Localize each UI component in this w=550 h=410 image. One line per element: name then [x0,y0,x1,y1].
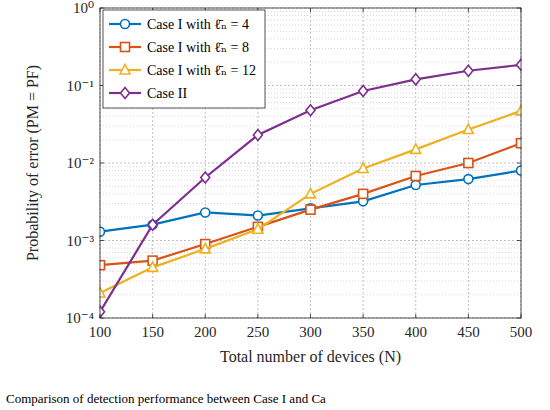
point [463,124,473,134]
x-tick [521,8,522,12]
x-tick [100,8,101,12]
minor-grid [100,271,521,272]
y-grid [100,163,521,164]
y-tick-label: 10⁻¹ [67,78,94,94]
x-tick-label: 150 [141,324,164,340]
y-tick [100,8,104,9]
legend-marker [121,88,130,99]
y-tick-label: 10⁻⁴ [66,310,94,326]
point [306,205,315,214]
y-tick [517,85,521,86]
x-tick [310,314,311,318]
point [411,171,420,180]
legend-label: Case I with ℓ̄ₙ = 12 [147,63,256,78]
x-tick [468,314,469,318]
x-tick-label: 350 [352,324,375,340]
grid [100,8,521,318]
x-tick-label: 500 [510,324,533,340]
point [464,175,473,184]
minor-grid [100,294,521,295]
plot-area [100,8,521,318]
x-tick [363,314,364,318]
point [253,224,263,234]
x-axis-label: Total number of devices (N) [220,348,401,366]
point [411,181,420,190]
point [201,208,210,217]
point [200,243,210,253]
point [306,188,316,198]
chart: 100 150 200 250 300 350 400 450 500 10⁻⁴ 10⁻³ 10⁻² 1… [0,0,550,410]
y-tick [100,240,104,241]
point [148,219,157,230]
point [253,211,262,220]
x-tick-label: 100 [89,324,112,340]
series-line [100,111,521,293]
point [411,74,420,85]
legend-marker [120,65,130,75]
point [306,105,315,116]
point [464,65,473,76]
point [359,189,368,198]
x-tick-label: 300 [299,324,322,340]
point [359,85,368,96]
y-tick-label: 10⁻³ [67,233,95,249]
legend-label: Case I with ℓ̄ₙ = 8 [147,40,249,55]
frame [100,8,521,318]
y-tick [100,163,104,164]
series-line [100,171,521,232]
x-tick-label: 250 [247,324,270,340]
y-tick [517,240,521,241]
x-tick [310,8,311,12]
point [358,163,368,173]
point [253,129,262,140]
ticks: 100 150 200 250 300 350 400 450 500 10⁻⁴ 10⁻³ 10⁻² 1… [66,0,532,340]
x-tick-label: 400 [405,324,428,340]
x-tick [363,8,364,12]
x-tick [521,314,522,318]
data [100,59,522,317]
point [411,144,421,154]
y-tick [517,318,521,319]
x-grid [310,8,311,318]
x-tick [257,314,258,318]
legend-label: Case I with ℓ̄ₙ = 4 [147,17,249,32]
legend-marker [121,43,130,52]
series-line [100,143,521,265]
minor-grid [100,175,521,176]
minor-grid [100,170,521,171]
y-tick-label: 10⁰ [73,0,94,16]
point [148,262,158,272]
x-tick [415,314,416,318]
series [100,139,522,270]
x-tick-label: 450 [457,324,480,340]
series [100,166,522,236]
x-tick [468,8,469,12]
point [201,172,210,183]
legend-box [103,10,265,108]
y-tick [100,318,104,319]
point [464,159,473,168]
x-tick [205,314,206,318]
series [100,59,522,317]
series [100,105,522,297]
legend-marker [121,20,130,29]
x-tick [152,314,153,318]
y-axis-label: Probability of error (PM = PF) [24,65,42,261]
x-tick [415,8,416,12]
x-grid [415,8,416,318]
y-tick [517,163,521,164]
x-tick [100,314,101,318]
x-tick-label: 200 [194,324,217,340]
caption: Comparison of detection performance betw… [6,391,326,406]
legend-label: Case II [147,86,187,101]
legend: Case I with ℓ̄ₙ = 4 Case I with ℓ̄ₙ = 8 Ca… [103,10,265,108]
y-tick-label: 10⁻² [67,155,95,171]
y-tick [517,8,521,9]
